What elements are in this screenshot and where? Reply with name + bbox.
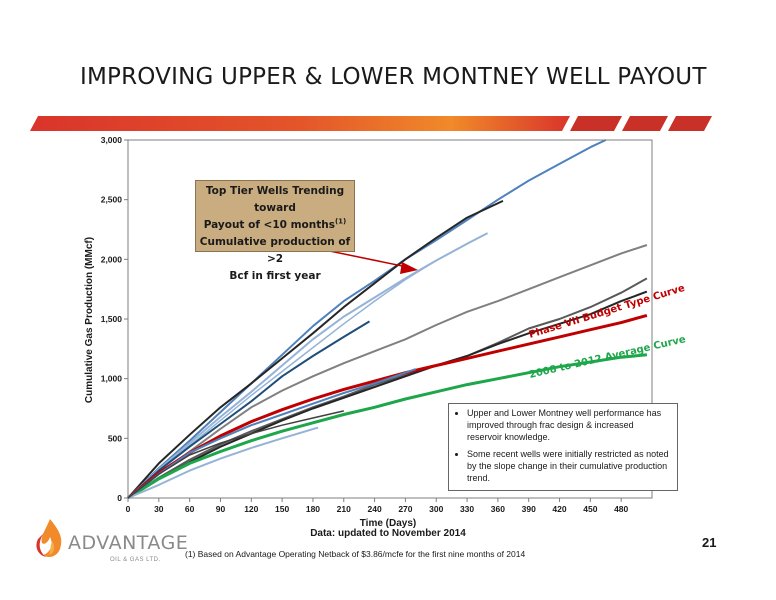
- callout-line-3: Cumulative production of >2: [199, 236, 351, 265]
- series-line: [127, 426, 319, 499]
- y-tick-label: 3,000: [101, 135, 123, 145]
- x-tick-label: 360: [491, 504, 505, 514]
- x-tick-label: 480: [614, 504, 628, 514]
- x-tick-label: 60: [185, 504, 195, 514]
- footnote: (1) Based on Advantage Operating Netback…: [185, 549, 526, 559]
- phase-vii-label: Phase VII Budget Type Curve: [528, 283, 687, 341]
- series-line: [127, 313, 648, 500]
- page-number: 21: [702, 535, 717, 550]
- callout-line-2: Payout of <10 months(1): [203, 217, 347, 231]
- x-tick-label: 210: [337, 504, 351, 514]
- y-tick-label: 500: [108, 433, 122, 443]
- x-axis-title: Time (Days): [360, 518, 417, 529]
- y-tick-label: 1,000: [101, 374, 123, 384]
- x-tick-label: 270: [398, 504, 412, 514]
- series-line: [127, 290, 648, 499]
- x-tick-label: 330: [460, 504, 474, 514]
- x-tick-label: 120: [244, 504, 258, 514]
- data-date-note: Data: updated to November 2014: [310, 528, 466, 539]
- advantage-flame-logo-icon: [36, 519, 62, 557]
- avg-curve-label: 2008 to 2012 Average Curve: [528, 334, 687, 381]
- series-line: [127, 277, 648, 499]
- series-line: [127, 244, 648, 499]
- logo-subtext: OIL & GAS LTD.: [110, 557, 161, 563]
- series-line: [127, 199, 504, 499]
- x-tick-label: 240: [367, 504, 381, 514]
- x-tick-label: 0: [126, 504, 131, 514]
- series-line: [127, 320, 371, 499]
- x-tick-label: 450: [583, 504, 597, 514]
- logo-wordmark: ADVANTAGE: [68, 532, 189, 554]
- series-line: [127, 368, 417, 499]
- y-tick-label: 1,500: [101, 314, 123, 324]
- note-item: Some recent wells were initially restric…: [467, 448, 671, 484]
- slide-title: IMPROVING UPPER & LOWER MONTNEY WELL PAY…: [80, 64, 707, 90]
- x-tick-label: 420: [552, 504, 566, 514]
- x-tick-label: 30: [154, 504, 164, 514]
- chart-series: [127, 139, 648, 500]
- x-tick-label: 90: [216, 504, 226, 514]
- x-tick-label: 300: [429, 504, 443, 514]
- series-line: [127, 353, 648, 500]
- x-tick-label: 150: [275, 504, 289, 514]
- x-tick-label: 180: [306, 504, 320, 514]
- x-tick-label: 390: [522, 504, 536, 514]
- y-tick-label: 0: [117, 493, 122, 503]
- top-tier-callout: Top Tier Wells Trending toward Payout of…: [195, 180, 355, 282]
- series-line: [127, 139, 607, 499]
- chart-axes: 0 30 60 90 120 150 180 210 240 270 300 330 360 390 420…: [101, 135, 653, 514]
- callout-line-4: Bcf in first year: [229, 270, 321, 282]
- notes-box: Upper and Lower Montney well performance…: [448, 403, 678, 491]
- y-tick-label: 2,000: [101, 254, 123, 264]
- y-axis-title: Cumulative Gas Production (MMcf): [84, 237, 95, 403]
- y-tick-label: 2,500: [101, 195, 123, 205]
- callout-line-1: Top Tier Wells Trending toward: [205, 185, 345, 214]
- title-band: [30, 116, 712, 131]
- callout-footnote-ref: (1): [334, 217, 347, 226]
- series-line: [127, 410, 344, 499]
- note-item: Upper and Lower Montney well performance…: [467, 407, 671, 443]
